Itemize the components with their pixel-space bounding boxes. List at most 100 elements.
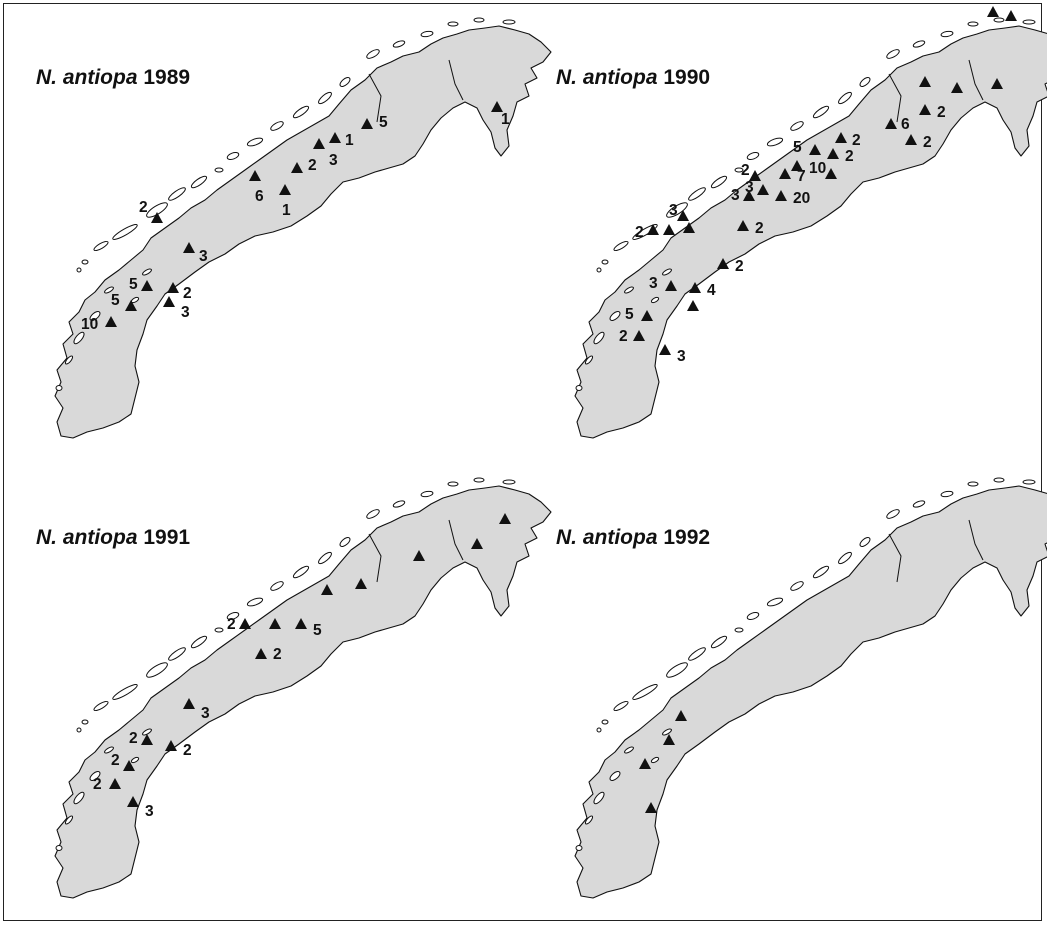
coastal-island	[662, 268, 672, 276]
record-count: 2	[755, 220, 764, 237]
coastal-island	[292, 105, 310, 119]
coastal-island	[64, 815, 74, 825]
record-triangle	[663, 224, 675, 235]
fjord-line	[888, 533, 902, 583]
coastal-island	[81, 719, 89, 725]
record-count: 1	[282, 202, 291, 219]
record-triangle	[717, 258, 729, 269]
species-name: N. antiopa	[556, 526, 658, 549]
record-triangle	[183, 698, 195, 709]
record-count: 2	[111, 752, 120, 769]
coastal-island	[190, 635, 208, 649]
coastal-island	[584, 355, 594, 365]
coastal-island	[967, 481, 979, 487]
coastal-island	[710, 175, 728, 189]
record-triangle	[633, 330, 645, 341]
coastal-island	[76, 727, 82, 733]
record-triangle	[499, 513, 511, 524]
coastal-island	[575, 845, 583, 851]
coastal-island	[838, 551, 852, 565]
record-triangle	[355, 578, 367, 589]
record-count: 2	[741, 162, 750, 179]
record-count: 10	[809, 160, 826, 177]
record-count: 3	[677, 348, 686, 365]
coastal-island	[339, 537, 351, 547]
coastal-island	[93, 700, 109, 712]
coastal-island	[666, 202, 688, 218]
coastal-island	[93, 240, 109, 252]
record-triangle	[645, 802, 657, 813]
record-triangle	[677, 210, 689, 221]
record-count: 2	[852, 132, 861, 149]
coastal-island	[146, 662, 168, 678]
record-triangle	[105, 316, 117, 327]
coastal-island	[584, 815, 594, 825]
coastal-island	[89, 311, 101, 321]
species-name: N. antiopa	[556, 66, 658, 89]
record-count: 2	[923, 134, 932, 151]
record-triangle	[165, 740, 177, 751]
record-triangle	[183, 242, 195, 253]
coastal-island	[940, 490, 954, 498]
panel-title-1990: N. antiopa 1990	[556, 66, 710, 90]
fjord-line	[968, 59, 984, 101]
coastal-island	[596, 727, 602, 733]
coastal-island	[112, 224, 138, 240]
record-count: 2	[735, 258, 744, 275]
coastal-island	[993, 17, 1005, 23]
record-triangle	[279, 184, 291, 195]
coastal-island	[214, 627, 224, 633]
record-count: 5	[111, 292, 120, 309]
record-count: 2	[183, 742, 192, 759]
record-count: 1	[501, 111, 510, 128]
record-triangle	[809, 144, 821, 155]
coastal-island	[502, 19, 516, 25]
coastal-island	[790, 121, 804, 131]
coastal-island	[766, 597, 784, 607]
coastal-island	[226, 612, 240, 620]
record-count: 3	[201, 705, 210, 722]
record-count: 2	[619, 328, 628, 345]
record-triangle	[737, 220, 749, 231]
year-label: 1990	[663, 66, 711, 89]
coastal-island	[339, 77, 351, 87]
record-triangle	[639, 758, 651, 769]
coastal-island	[746, 612, 760, 620]
coastal-island	[270, 121, 284, 131]
record-triangle	[825, 168, 837, 179]
coastal-island	[593, 331, 605, 345]
record-triangle	[991, 78, 1003, 89]
record-triangle	[641, 310, 653, 321]
coastal-island	[142, 728, 152, 736]
coastal-island	[502, 479, 516, 485]
coastal-island	[392, 500, 406, 508]
coastal-island	[624, 746, 634, 754]
record-count: 3	[669, 202, 678, 219]
record-triangle	[471, 538, 483, 549]
coastal-island	[912, 500, 926, 508]
coastal-island	[1022, 479, 1036, 485]
coastal-island	[632, 684, 658, 700]
record-triangle	[749, 170, 761, 181]
coastal-island	[366, 509, 380, 519]
fjord-line	[448, 59, 464, 101]
coastal-island	[420, 30, 434, 38]
coastal-island	[420, 490, 434, 498]
map-group	[574, 477, 1047, 899]
fjord-line	[888, 73, 902, 123]
coastal-island	[734, 167, 744, 173]
record-count: 2	[139, 199, 148, 216]
year-label: 1991	[143, 526, 191, 549]
record-count: 3	[199, 248, 208, 265]
coastal-island	[601, 259, 609, 265]
coastal-island	[447, 21, 459, 27]
map-panel-1990: 6 2 2 2 5 2 10 7 2 20 3 3 3 2 2 2 3 4 5 2 3 N. antiopa 1990	[524, 4, 1047, 459]
record-count: 1	[345, 132, 354, 149]
coastal-island	[226, 152, 240, 160]
coastal-island	[104, 746, 114, 754]
norway-landmass	[574, 25, 1047, 439]
